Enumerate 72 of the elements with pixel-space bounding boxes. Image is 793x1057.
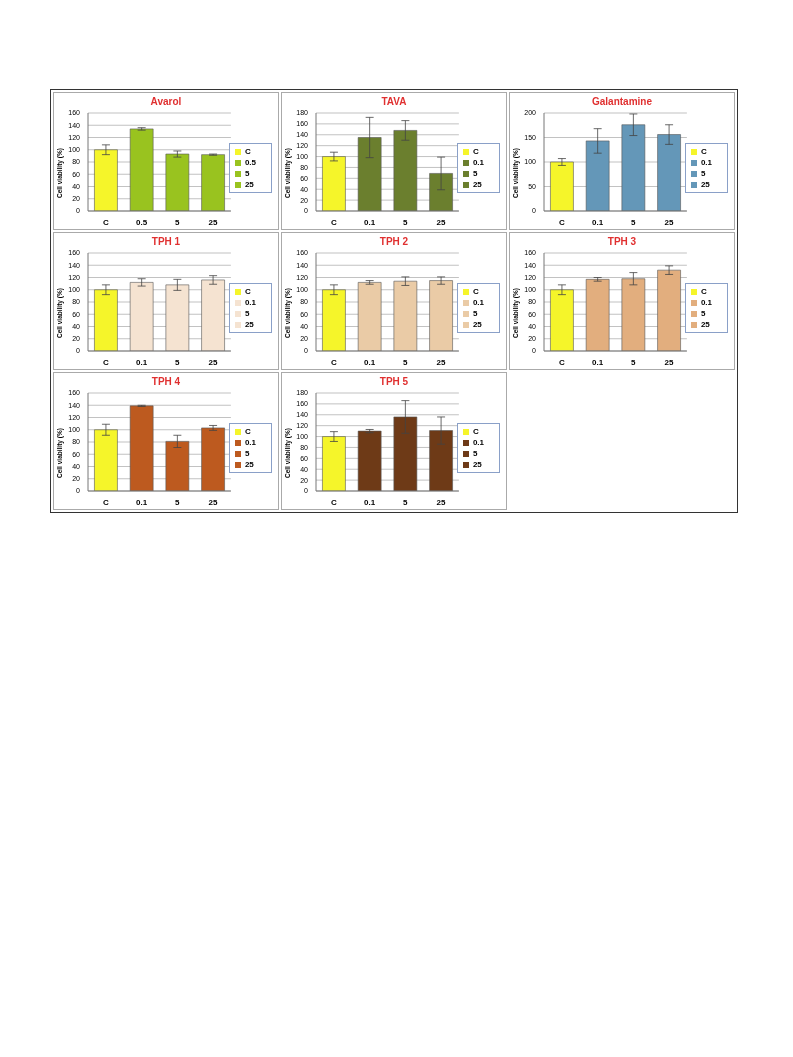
legend-label: 0.1 [472,298,484,307]
x-tick-label: 5 [175,217,181,227]
chart-title: Avarol [149,96,183,109]
legend-label: 5 [244,309,250,318]
x-tick-label: 0.1 [364,497,376,507]
x-tick-label: C [102,217,109,227]
legend-label: 25 [244,320,254,329]
x-tick-label: 5 [631,217,637,227]
x-tick-label: 5 [403,217,409,227]
x-tick-label: C [102,497,109,507]
legend-label: C [472,427,479,436]
legend-label: 5 [472,309,478,318]
x-tick-label: 25 [436,357,447,367]
x-tick-label: 25 [208,357,219,367]
x-tick-label: 25 [436,497,447,507]
x-tick-label: 5 [175,497,181,507]
x-tick-label: 25 [208,497,219,507]
x-tick-label: C [330,217,337,227]
legend-label: C [472,287,479,296]
legend-label: 5 [700,169,706,178]
x-tick-label: C [330,497,337,507]
x-tick-label: 5 [631,357,637,367]
x-tick-label: C [558,357,565,367]
x-tick-label: 25 [664,217,675,227]
x-tick-label: C [102,357,109,367]
chart-title: Galantamine [591,96,653,109]
legend-label: 25 [472,460,482,469]
legend-label: C [700,147,707,156]
chart-title: TPH 2 [378,236,410,249]
legend-label: 5 [244,169,250,178]
x-tick-label: C [330,357,337,367]
legend-label: 5 [700,309,706,318]
x-tick-label: 0.1 [136,497,148,507]
legend-label: 25 [244,180,254,189]
x-tick-label: 25 [436,217,447,227]
x-tick-label: 25 [208,217,219,227]
x-tick-label: 5 [175,357,181,367]
legend-label: C [700,287,707,296]
x-tick-label: 25 [664,357,675,367]
x-tick-label: 0.1 [364,217,376,227]
legend-label: 25 [472,180,482,189]
chart-title: TPH 3 [606,236,638,249]
legend-label: 25 [700,180,710,189]
x-tick-label: 0.1 [136,357,148,367]
x-tick-label: 0.1 [592,217,604,227]
legend-label: 0.1 [472,158,484,167]
legend-label: 5 [472,449,478,458]
legend-label: 0.1 [472,438,484,447]
x-tick-label: C [558,217,565,227]
x-tick-label: 0.1 [592,357,604,367]
legend-label: 0.1 [244,438,256,447]
x-tick-label: 0.5 [136,217,148,227]
chart-title: TAVA [380,96,408,109]
legend-label: 0.5 [244,158,256,167]
legend-label: C [244,427,251,436]
x-tick-label: 5 [403,497,409,507]
x-tick-label: 0.1 [364,357,376,367]
chart-title: TPH 4 [150,376,182,389]
x-tick-label: 5 [403,357,409,367]
legend-label: 5 [244,449,250,458]
chart-title: TPH 5 [378,376,410,389]
legend-label: C [244,287,251,296]
legend-label: 25 [244,460,254,469]
legend-label: C [472,147,479,156]
chart-title: TPH 1 [150,236,182,249]
legend-label: 0.1 [244,298,256,307]
legend-label: C [244,147,251,156]
legend-label: 0.1 [700,158,712,167]
legend-label: 0.1 [700,298,712,307]
legend-label: 5 [472,169,478,178]
legend-label: 25 [700,320,710,329]
legend-label: 25 [472,320,482,329]
